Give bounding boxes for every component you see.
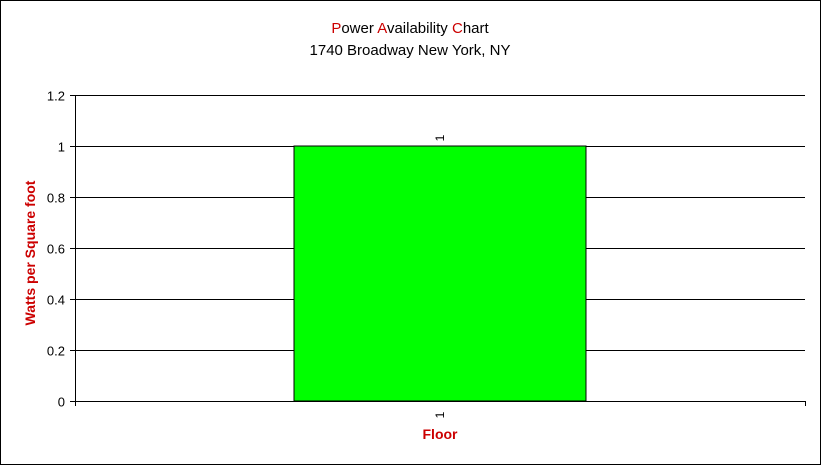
chart-title-part: ower xyxy=(341,20,377,37)
bar xyxy=(293,145,587,402)
plot-area: 0 0.2 0.4 0.6 0.8 1 1.2 1 1 xyxy=(47,89,806,418)
y-tick-label: 0 xyxy=(58,395,65,410)
chart-subtitle: 1740 Broadway New York, NY xyxy=(310,42,511,59)
y-tick-label: 0.4 xyxy=(47,293,65,308)
data-label: 1 xyxy=(433,134,447,141)
chart-title: Power Availability Chart xyxy=(331,20,489,37)
y-tick-label: 0.6 xyxy=(47,242,65,257)
y-tick-label: 1 xyxy=(58,140,65,155)
chart-title-part: C xyxy=(452,20,463,37)
y-tick-label: 0.8 xyxy=(47,191,65,206)
chart-title-part: hart xyxy=(463,20,490,37)
y-tick-label: 0.2 xyxy=(47,344,65,359)
chart-title-part: A xyxy=(377,20,387,37)
chart-title-part: vailability xyxy=(387,20,452,37)
y-axis-title: Watts per Square foot xyxy=(22,180,38,325)
chart-title-part: P xyxy=(331,20,341,37)
x-axis-title: Floor xyxy=(423,426,459,442)
y-tick-label: 1.2 xyxy=(47,89,65,104)
x-tick-label: 1 xyxy=(433,411,447,418)
